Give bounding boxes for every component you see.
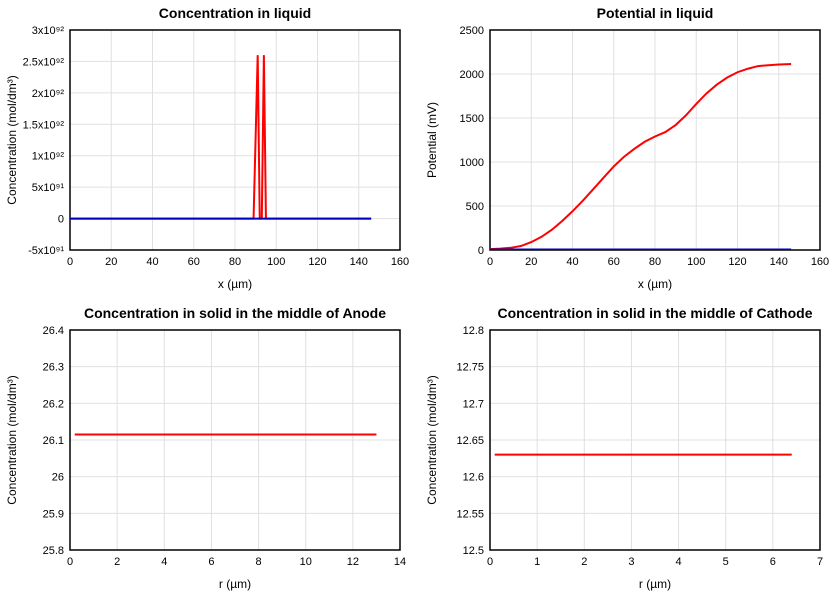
svg-concentration-liquid: 020406080100120140160-5x10⁹¹05x10⁹¹1x10⁹…	[0, 0, 420, 300]
svg-potential-liquid: 0 20 40 60 80 100 120 140 160 0 500 1000 1500 2000 250…	[420, 0, 840, 300]
x-axis-label: x (µm)	[638, 277, 672, 291]
y-tick-label: 25.9	[43, 508, 64, 520]
y-tick-label: 12.8	[463, 325, 484, 337]
y-tick-label: 2x10⁹²	[32, 88, 65, 100]
x-tick-label: 40	[146, 256, 158, 268]
y-tick-label: 26.3	[43, 362, 64, 374]
x-tick-label: 14	[394, 556, 406, 568]
x-tick-label: 140	[770, 256, 788, 268]
series-line	[70, 55, 371, 218]
svg-concentration-anode: 0 2 4 6 8 10 12 14 25.8 25.9 26 26.1 26.2 26.3 26.4 Con…	[0, 300, 420, 600]
y-tick-label: 500	[466, 201, 484, 213]
x-axis-label: r (µm)	[639, 577, 671, 591]
x-tick-label: 10	[300, 556, 312, 568]
x-tick-label: 140	[350, 256, 368, 268]
x-tick-label: 0	[67, 556, 73, 568]
x-tick-label: 8	[256, 556, 262, 568]
x-tick-label: 120	[308, 256, 326, 268]
y-tick-label: 26.2	[43, 398, 64, 410]
x-tick-label: 20	[105, 256, 117, 268]
chart-grid: 020406080100120140160-5x10⁹¹05x10⁹¹1x10⁹…	[0, 0, 840, 600]
x-tick-label: 120	[728, 256, 746, 268]
y-tick-label: 12.6	[463, 472, 484, 484]
panel-potential-liquid: 0 20 40 60 80 100 120 140 160 0 500 1000 1500 2000 250…	[420, 0, 840, 300]
chart-title: Concentration in liquid	[159, 5, 311, 21]
y-tick-label: 0	[478, 245, 484, 257]
x-tick-label: 0	[67, 256, 73, 268]
x-tick-label: 4	[676, 556, 682, 568]
y-axis-label: Concentration (mol/dm³)	[425, 375, 439, 504]
x-tick-label: 2	[581, 556, 587, 568]
x-tick-label: 5	[723, 556, 729, 568]
y-tick-label: 1000	[460, 157, 484, 169]
y-tick-label: 26.4	[43, 325, 64, 337]
x-tick-label: 2	[114, 556, 120, 568]
x-tick-label: 100	[267, 256, 285, 268]
x-tick-label: 40	[566, 256, 578, 268]
y-tick-label: 1.5x10⁹²	[23, 119, 65, 131]
y-tick-label: 12.75	[456, 362, 484, 374]
x-tick-label: 60	[188, 256, 200, 268]
x-tick-label: 7	[817, 556, 823, 568]
x-tick-label: 6	[208, 556, 214, 568]
y-tick-label: 12.55	[456, 508, 484, 520]
x-tick-label: 160	[391, 256, 409, 268]
svg-concentration-cathode: 0 1 2 3 4 5 6 7 12.5 12.55 12.6 12.65 12.7 12.75 12.8 C…	[420, 300, 840, 600]
chart-title: Concentration in solid in the middle of …	[498, 305, 813, 321]
series-line	[490, 64, 791, 249]
panel-concentration-cathode: 0 1 2 3 4 5 6 7 12.5 12.55 12.6 12.65 12.7 12.75 12.8 C…	[420, 300, 840, 600]
y-tick-label: 0	[58, 214, 64, 226]
chart-title: Potential in liquid	[597, 5, 714, 21]
x-tick-label: 6	[770, 556, 776, 568]
y-tick-label: 25.8	[43, 545, 64, 557]
y-tick-label: 2000	[460, 69, 484, 81]
x-tick-label: 20	[525, 256, 537, 268]
y-tick-label: 2500	[460, 25, 484, 37]
x-axis-label: x (µm)	[218, 277, 252, 291]
x-tick-label: 4	[161, 556, 167, 568]
y-axis-label: Concentration (mol/dm³)	[5, 375, 19, 504]
y-tick-label: 12.5	[463, 545, 484, 557]
y-tick-label: -5x10⁹¹	[28, 245, 64, 257]
x-tick-label: 3	[628, 556, 634, 568]
x-axis-label: r (µm)	[219, 577, 251, 591]
y-tick-label: 1500	[460, 113, 484, 125]
y-tick-label: 1x10⁹²	[32, 151, 65, 163]
x-tick-label: 80	[649, 256, 661, 268]
x-tick-label: 160	[811, 256, 829, 268]
y-tick-label: 2.5x10⁹²	[23, 56, 65, 68]
x-tick-label: 0	[487, 556, 493, 568]
y-axis-label: Concentration (mol/dm³)	[5, 75, 19, 204]
y-axis-label: Potential (mV)	[425, 102, 439, 178]
x-tick-label: 80	[229, 256, 241, 268]
x-tick-label: 1	[534, 556, 540, 568]
y-tick-label: 26.1	[43, 435, 64, 447]
y-tick-label: 26	[52, 472, 64, 484]
x-tick-label: 60	[608, 256, 620, 268]
x-tick-label: 100	[687, 256, 705, 268]
x-tick-label: 12	[347, 556, 359, 568]
panel-concentration-anode: 0 2 4 6 8 10 12 14 25.8 25.9 26 26.1 26.2 26.3 26.4 Con…	[0, 300, 420, 600]
y-tick-label: 3x10⁹²	[32, 25, 65, 37]
chart-title: Concentration in solid in the middle of …	[84, 305, 386, 321]
x-tick-label: 0	[487, 256, 493, 268]
y-tick-label: 12.65	[456, 435, 484, 447]
y-tick-label: 12.7	[463, 398, 484, 410]
y-tick-label: 5x10⁹¹	[32, 182, 65, 194]
panel-concentration-liquid: 020406080100120140160-5x10⁹¹05x10⁹¹1x10⁹…	[0, 0, 420, 300]
